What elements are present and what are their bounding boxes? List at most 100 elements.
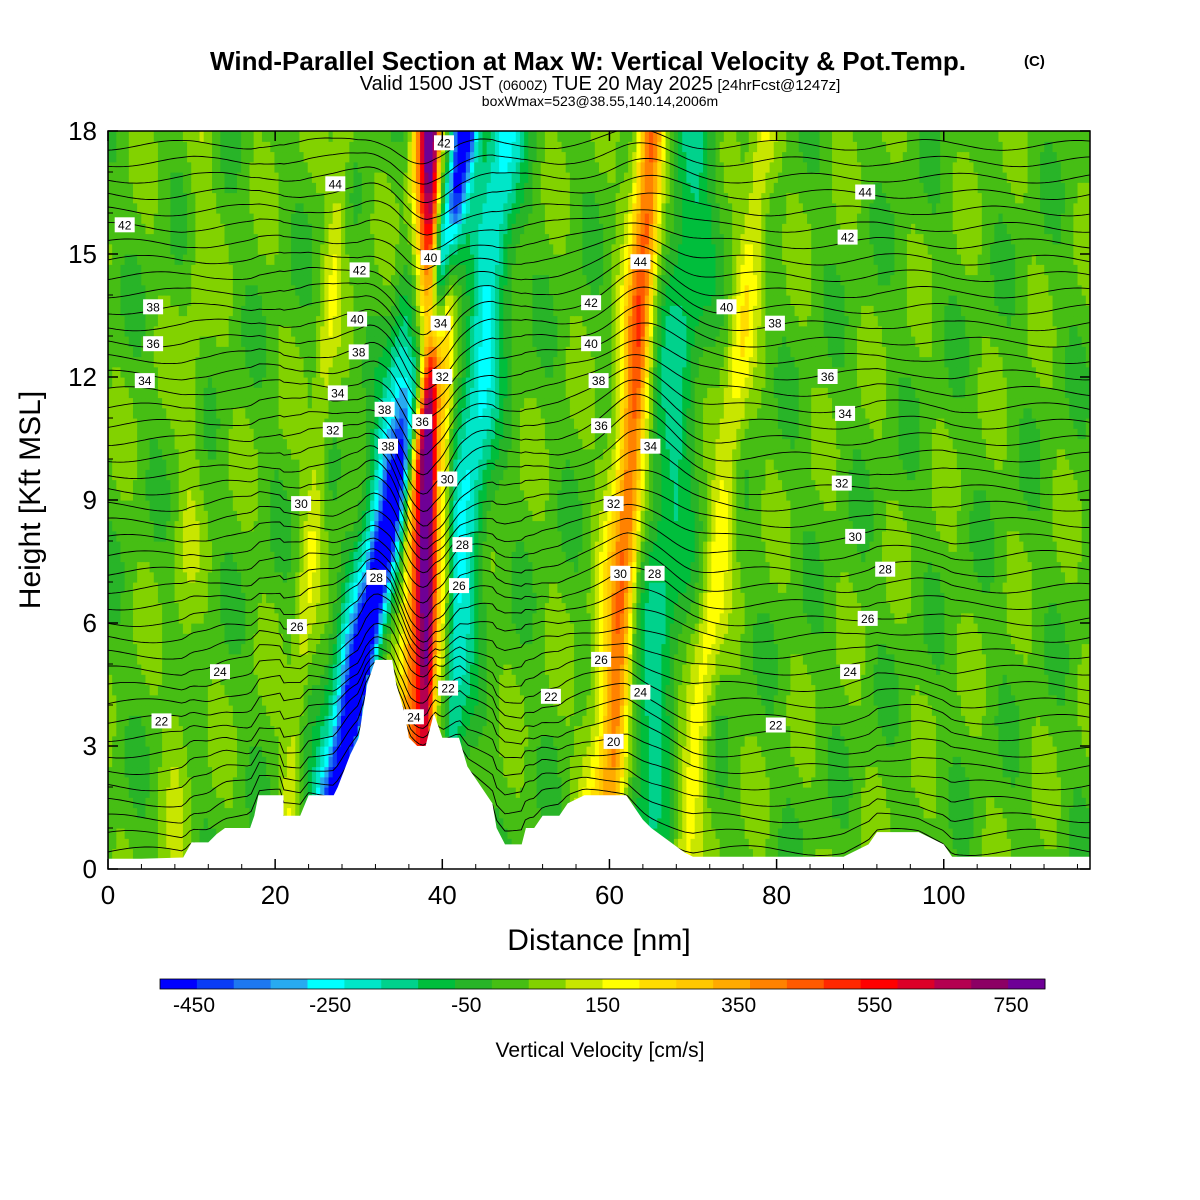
colorbar-tick-label: 550 — [857, 994, 892, 1017]
isentrope-label: 26 — [449, 578, 469, 594]
isentrope-label: 26 — [857, 610, 878, 626]
colorbar-swatch — [639, 979, 677, 989]
y-tick-label: 12 — [68, 362, 97, 392]
isentrope-label: 24 — [630, 684, 651, 700]
x-axis-label: Distance [nm] — [507, 924, 690, 957]
isentrope-label: 36 — [591, 418, 612, 434]
isentrope-label: 42 — [349, 262, 370, 278]
isentrope-line — [108, 661, 1090, 759]
colorbar-tick-label: 750 — [993, 994, 1028, 1017]
isentrope-line — [108, 222, 1090, 270]
isentrope-label: 40 — [581, 336, 602, 352]
x-axis: 0 20 40 60 80 100 — [101, 131, 1078, 910]
potential-temperature-contours — [108, 131, 1090, 856]
plot-area: 42 38 36 34 22 24 26 30 32 34 38 40 42 44 28 38 38 24 22 36… — [108, 131, 1090, 869]
isentrope-line — [108, 608, 1090, 676]
y-axis-label: Height [Kft MSL] — [14, 391, 47, 609]
isentrope-label: 28 — [452, 537, 473, 553]
isentrope-line — [108, 379, 1090, 476]
colorbar-swatch — [160, 979, 198, 989]
chart-title-mark: (C) — [1024, 53, 1045, 70]
x-tick-label: 100 — [922, 880, 965, 910]
colorbar-swatch — [381, 979, 419, 989]
isentrope-label: 22 — [765, 717, 786, 733]
chart-subtitle: Valid 1500 JST (0600Z) TUE 20 May 2025 [… — [360, 73, 841, 95]
isentrope-label: 28 — [644, 565, 665, 581]
isentrope-label: 34 — [640, 438, 661, 454]
isentrope-label: 40 — [420, 250, 441, 266]
y-tick-label: 18 — [68, 116, 97, 146]
isentrope-line — [108, 209, 1090, 252]
colorbar-swatch — [823, 979, 862, 989]
isentrope-line — [108, 655, 1090, 742]
isentrope-line — [108, 579, 1090, 652]
colorbar-swatch — [602, 979, 640, 989]
colorbar-swatch — [307, 979, 345, 989]
isentrope-label: 28 — [366, 569, 387, 585]
isentrope-line — [108, 410, 1090, 512]
isentrope-line — [108, 698, 1090, 824]
isentrope-label: 28 — [875, 561, 896, 577]
isentrope-label: 26 — [286, 619, 307, 635]
colorbar-swatch — [418, 979, 456, 989]
isentrope-line — [108, 157, 1090, 204]
colorbar-swatch — [786, 979, 825, 989]
isentrope-label: 44 — [855, 184, 876, 200]
isentrope-label: 34 — [134, 373, 155, 389]
isentrope-line — [108, 677, 1090, 792]
isentrope-label: 24 — [403, 709, 424, 725]
colorbar-swatch — [565, 979, 604, 989]
isentrope-label: 40 — [347, 311, 368, 327]
colorbar-swatch — [860, 979, 899, 989]
isentrope-line — [108, 548, 1090, 619]
isentrope-line — [108, 668, 1090, 775]
colorbar-swatch — [196, 979, 235, 989]
isentrope-line — [108, 557, 1090, 632]
isentrope-line — [108, 354, 1090, 437]
isentrope-labels: 42 38 36 34 22 24 26 30 32 34 38 40 42 44 28 38 38 24 22 36… — [114, 135, 896, 749]
isentrope-label: 32 — [831, 475, 852, 491]
isentrope-label: 44 — [325, 176, 346, 192]
isentrope-label: 30 — [845, 528, 866, 544]
isentrope-line — [108, 142, 1090, 185]
isentrope-label: 34 — [835, 405, 856, 421]
isentrope-label: 24 — [210, 664, 230, 680]
isentrope-line — [108, 687, 1090, 808]
colorbar-tick-label: 150 — [585, 994, 620, 1017]
isentrope-label: 24 — [840, 664, 861, 680]
isentrope-label: 44 — [630, 254, 651, 270]
colorbar-tick-label: -250 — [309, 994, 351, 1017]
isentrope-line — [108, 192, 1090, 236]
colorbar-swatch — [270, 979, 309, 989]
isentrope-label: 30 — [610, 565, 631, 581]
x-tick-label: 20 — [261, 880, 290, 910]
isentrope-label: 42 — [434, 135, 454, 151]
isentrope-label: 30 — [437, 471, 458, 487]
colorbar-swatch — [1008, 979, 1046, 989]
terrain-fill — [108, 659, 1090, 869]
isentrope-label: 38 — [588, 373, 609, 389]
isentrope-label: 36 — [143, 336, 164, 352]
colorbar-tick-label: -450 — [173, 994, 215, 1017]
colorbar-swatch — [344, 979, 382, 989]
isentrope-label: 42 — [114, 217, 135, 233]
isentrope-line — [108, 488, 1090, 561]
colorbar-tick-label: -50 — [451, 994, 481, 1017]
colorbar: -450 -250 -50 150 350 550 750 — [159, 978, 1046, 1017]
chart-title: Wind-Parallel Section at Max W: Vertical… — [210, 46, 966, 76]
colorbar-swatch — [971, 979, 1009, 989]
isentrope-label: 22 — [540, 688, 561, 704]
isentrope-label: 38 — [143, 299, 164, 315]
isentrope-line — [108, 646, 1090, 725]
isentrope-line — [108, 709, 1090, 840]
colorbar-swatch — [676, 979, 714, 989]
x-tick-label: 80 — [762, 880, 791, 910]
terrain — [108, 659, 1090, 869]
isentrope-label: 38 — [764, 315, 785, 331]
subtitle-date: TUE 20 May 2025 — [552, 73, 713, 95]
isentrope-line — [108, 339, 1090, 420]
x-tick-label: 40 — [428, 880, 457, 910]
isentrope-label: 32 — [432, 369, 453, 384]
x-tick-label: 60 — [595, 880, 624, 910]
isentrope-line — [108, 532, 1090, 604]
